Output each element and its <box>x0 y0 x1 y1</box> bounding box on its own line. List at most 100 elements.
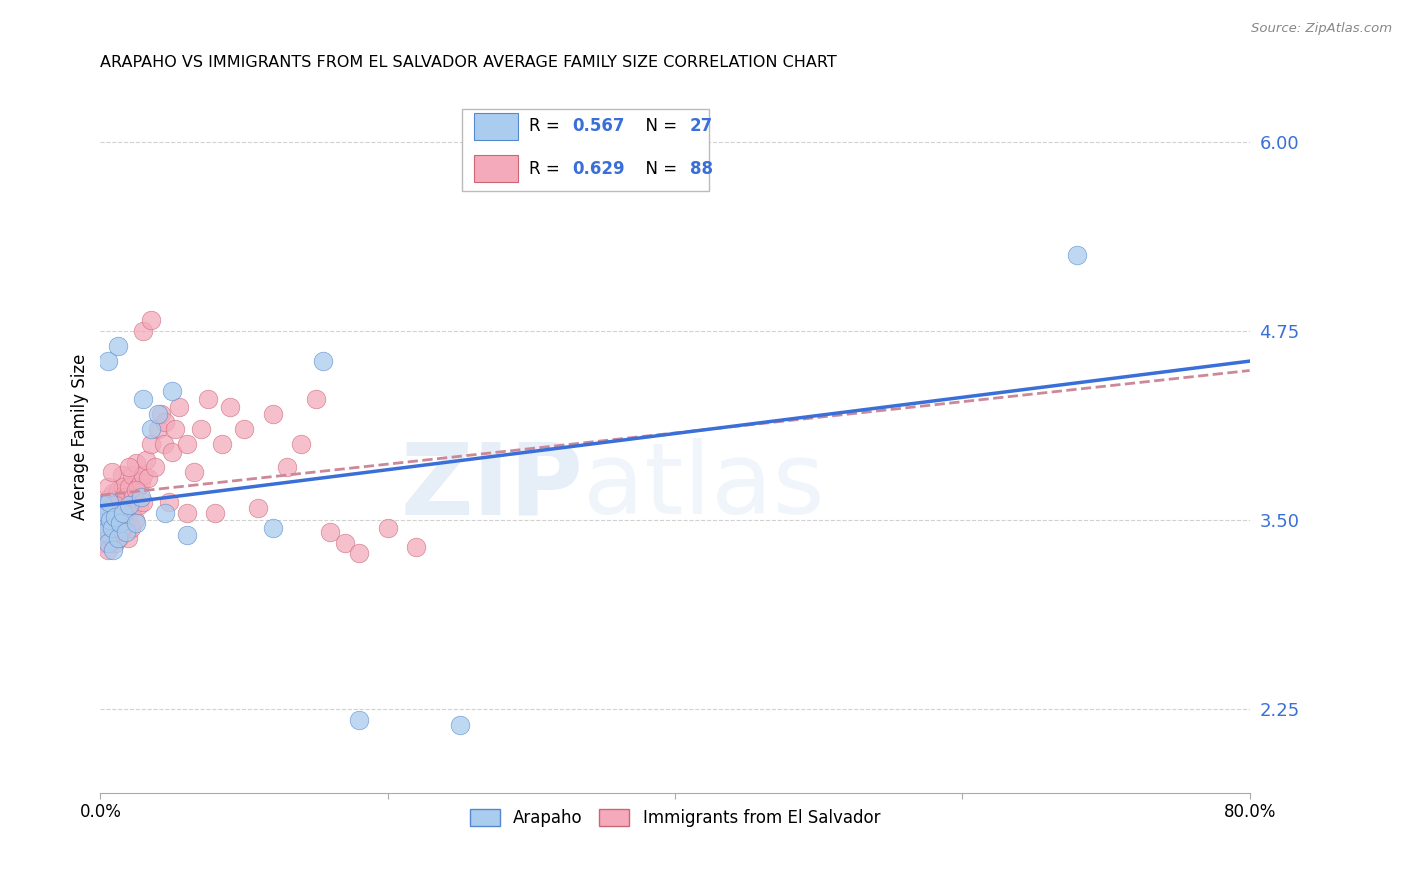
Point <box>112 525 135 540</box>
Point <box>112 480 135 494</box>
Point <box>96 536 118 550</box>
Point <box>94 521 117 535</box>
Point <box>132 495 155 509</box>
Point <box>135 452 157 467</box>
Point <box>111 501 134 516</box>
Point <box>157 495 180 509</box>
Text: 88: 88 <box>690 160 713 178</box>
Point <box>139 437 162 451</box>
Point <box>107 506 129 520</box>
Point <box>98 525 121 540</box>
Text: 0.567: 0.567 <box>572 117 626 136</box>
Point <box>107 531 129 545</box>
Point <box>218 400 240 414</box>
Point <box>93 498 115 512</box>
Point <box>377 521 399 535</box>
Text: R =: R = <box>529 117 565 136</box>
Point <box>139 422 162 436</box>
Text: ARAPAHO VS IMMIGRANTS FROM EL SALVADOR AVERAGE FAMILY SIZE CORRELATION CHART: ARAPAHO VS IMMIGRANTS FROM EL SALVADOR A… <box>100 55 837 70</box>
Bar <box>474 155 517 182</box>
Point <box>197 392 219 406</box>
Point <box>100 513 122 527</box>
Point <box>190 422 212 436</box>
Point <box>118 480 141 494</box>
Point <box>101 521 124 535</box>
Point <box>107 483 129 497</box>
Point <box>115 491 138 505</box>
Point <box>165 422 187 436</box>
Point <box>136 471 159 485</box>
Point <box>91 498 114 512</box>
Bar <box>463 110 710 191</box>
Point <box>91 506 114 520</box>
Point <box>94 506 117 520</box>
Point <box>290 437 312 451</box>
Point <box>127 480 149 494</box>
Text: N =: N = <box>634 160 682 178</box>
Point <box>176 528 198 542</box>
Text: Source: ZipAtlas.com: Source: ZipAtlas.com <box>1251 22 1392 36</box>
Point <box>146 407 169 421</box>
Text: R =: R = <box>529 160 565 178</box>
Point <box>124 513 146 527</box>
Point <box>125 516 148 530</box>
Point <box>100 513 122 527</box>
Point <box>96 516 118 530</box>
Point <box>347 546 370 560</box>
Point <box>112 506 135 520</box>
Point <box>104 510 127 524</box>
Point <box>108 531 131 545</box>
Point <box>125 483 148 497</box>
Point <box>118 498 141 512</box>
Point <box>93 531 115 545</box>
Point <box>132 392 155 406</box>
Point <box>143 460 166 475</box>
Point <box>90 536 112 550</box>
Text: N =: N = <box>634 117 682 136</box>
Point <box>132 324 155 338</box>
Text: ZIP: ZIP <box>401 438 583 535</box>
Point <box>101 531 124 545</box>
Point <box>305 392 328 406</box>
Point <box>129 475 152 490</box>
Point <box>98 495 121 509</box>
Point <box>96 480 118 494</box>
Point <box>103 486 125 500</box>
Y-axis label: Average Family Size: Average Family Size <box>72 353 89 520</box>
Point <box>111 467 134 482</box>
Point <box>107 339 129 353</box>
Point <box>1066 248 1088 262</box>
Point <box>149 407 172 421</box>
Point <box>105 495 128 509</box>
Point <box>115 516 138 530</box>
Point <box>176 437 198 451</box>
Point <box>105 528 128 542</box>
Point <box>121 467 143 482</box>
Point <box>96 543 118 558</box>
Point <box>121 501 143 516</box>
Point <box>211 437 233 451</box>
Point <box>91 528 114 542</box>
Point <box>132 467 155 482</box>
Bar <box>474 112 517 140</box>
Point <box>405 541 427 555</box>
Point <box>262 407 284 421</box>
Point <box>319 525 342 540</box>
Point <box>107 516 129 530</box>
Point <box>183 465 205 479</box>
Point <box>103 543 125 558</box>
Point <box>104 510 127 524</box>
Point <box>449 717 471 731</box>
Point <box>120 521 142 535</box>
Text: atlas: atlas <box>583 438 825 535</box>
Point <box>110 516 132 530</box>
Point <box>204 506 226 520</box>
Point <box>110 491 132 505</box>
Point <box>104 498 127 512</box>
Point <box>98 506 121 520</box>
Point <box>111 521 134 535</box>
Point <box>128 498 150 512</box>
Point <box>118 460 141 475</box>
Point <box>247 501 270 516</box>
Point <box>115 525 138 540</box>
